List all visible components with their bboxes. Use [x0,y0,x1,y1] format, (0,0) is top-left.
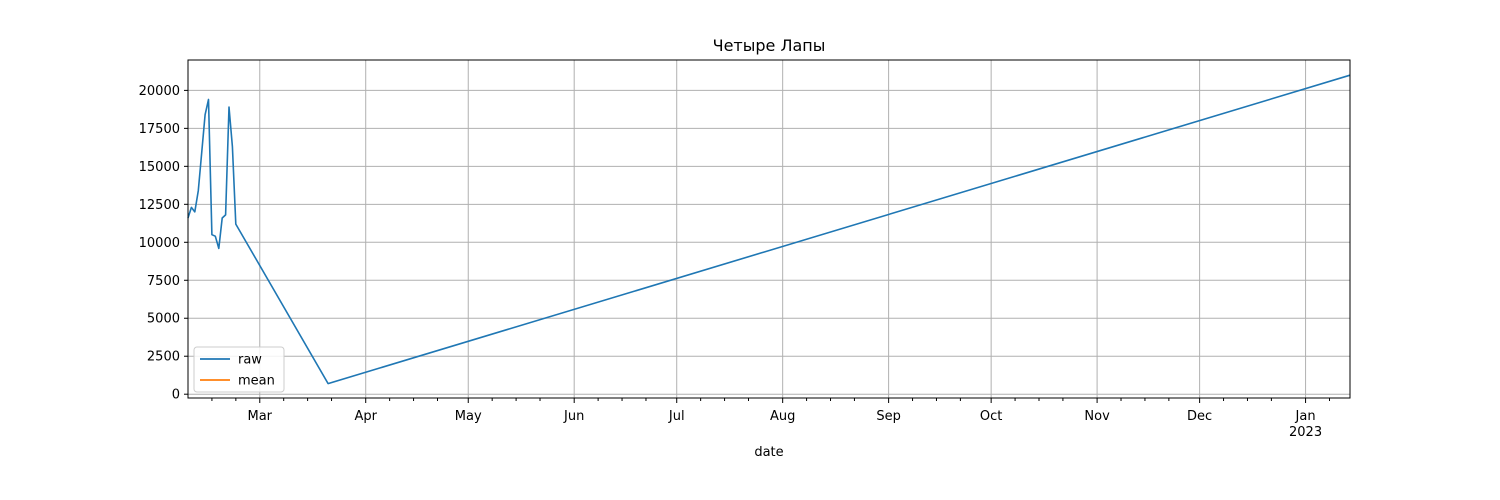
x-tick-sublabel: 2023 [1289,425,1322,440]
x-axis-label: date [754,445,783,460]
y-tick-label: 15000 [139,160,180,175]
x-tick-label: Jan [1295,409,1316,424]
x-tick-label: Jul [668,409,685,424]
y-tick-label: 5000 [147,312,180,327]
x-tick-label: May [455,409,482,424]
x-tick-label: Oct [980,409,1002,424]
y-tick-label: 20000 [139,84,180,99]
ticks: 0 2500 5000 7500 10000 12500 15000 17500 20000 Ma… [139,84,1330,440]
chart-title: Четыре Лапы [713,36,826,55]
y-tick-label: 2500 [147,350,180,365]
x-tick-label: Sep [876,409,901,424]
series-layer [187,74,1351,385]
legend: raw mean [193,346,285,393]
x-tick-label: Mar [248,409,273,424]
x-tick-label: Nov [1084,409,1110,424]
y-tick-label: 7500 [147,274,180,289]
x-tick-label: Apr [354,409,377,424]
y-tick-label: 12500 [139,198,180,213]
y-tick-label: 0 [172,388,180,403]
x-tick-label: Jun [563,409,584,424]
plot-frame [187,59,1351,399]
x-tick-label: Dec [1187,409,1212,424]
legend-label-raw: raw [238,353,262,368]
grid [188,60,1350,398]
x-tick-label: Aug [770,409,795,424]
legend-label-mean: mean [238,374,275,389]
y-tick-label: 17500 [139,122,180,137]
y-tick-label: 10000 [139,236,180,251]
series-line-raw [187,74,1351,385]
